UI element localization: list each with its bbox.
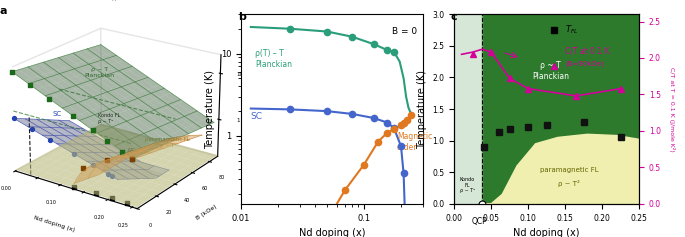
Text: QCP: QCP: [471, 217, 487, 226]
X-axis label: Nd doping (x): Nd doping (x): [299, 228, 365, 237]
Text: Magnetic
order: Magnetic order: [397, 132, 432, 152]
Y-axis label: Temperature (K): Temperature (K): [206, 69, 215, 149]
Text: ρ ~ T
Planckian: ρ ~ T Planckian: [532, 61, 569, 81]
Polygon shape: [482, 134, 639, 204]
Y-axis label: C/T at T = 0.1 K (J/mole K²): C/T at T = 0.1 K (J/mole K²): [669, 67, 675, 151]
Bar: [482, 14, 639, 204]
X-axis label: Nd doping (x): Nd doping (x): [513, 228, 580, 237]
Text: c: c: [451, 12, 458, 22]
Text: b: b: [238, 12, 246, 22]
Y-axis label: B (kOe): B (kOe): [196, 204, 219, 221]
Text: Kondo
FL
ρ ~ T²: Kondo FL ρ ~ T²: [460, 177, 475, 193]
Text: $T_{FL}$: $T_{FL}$: [565, 24, 579, 36]
Text: ρ(T) – T
Planckian: ρ(T) – T Planckian: [255, 49, 292, 69]
Text: B = 0: B = 0: [392, 27, 417, 36]
Text: paramagnetic FL: paramagnetic FL: [540, 167, 598, 173]
Text: (B=90kOe): (B=90kOe): [565, 60, 604, 67]
Text: a: a: [0, 6, 8, 16]
Title: B // C: B // C: [105, 0, 125, 1]
Text: C/T at 0.1 K: C/T at 0.1 K: [565, 46, 610, 55]
Text: SC: SC: [251, 112, 263, 121]
Text: ρ ~ T²: ρ ~ T²: [558, 180, 580, 187]
X-axis label: Nd doping (x): Nd doping (x): [33, 216, 75, 233]
Y-axis label: Temperature (K): Temperature (K): [416, 69, 427, 149]
Bar: [454, 14, 482, 204]
